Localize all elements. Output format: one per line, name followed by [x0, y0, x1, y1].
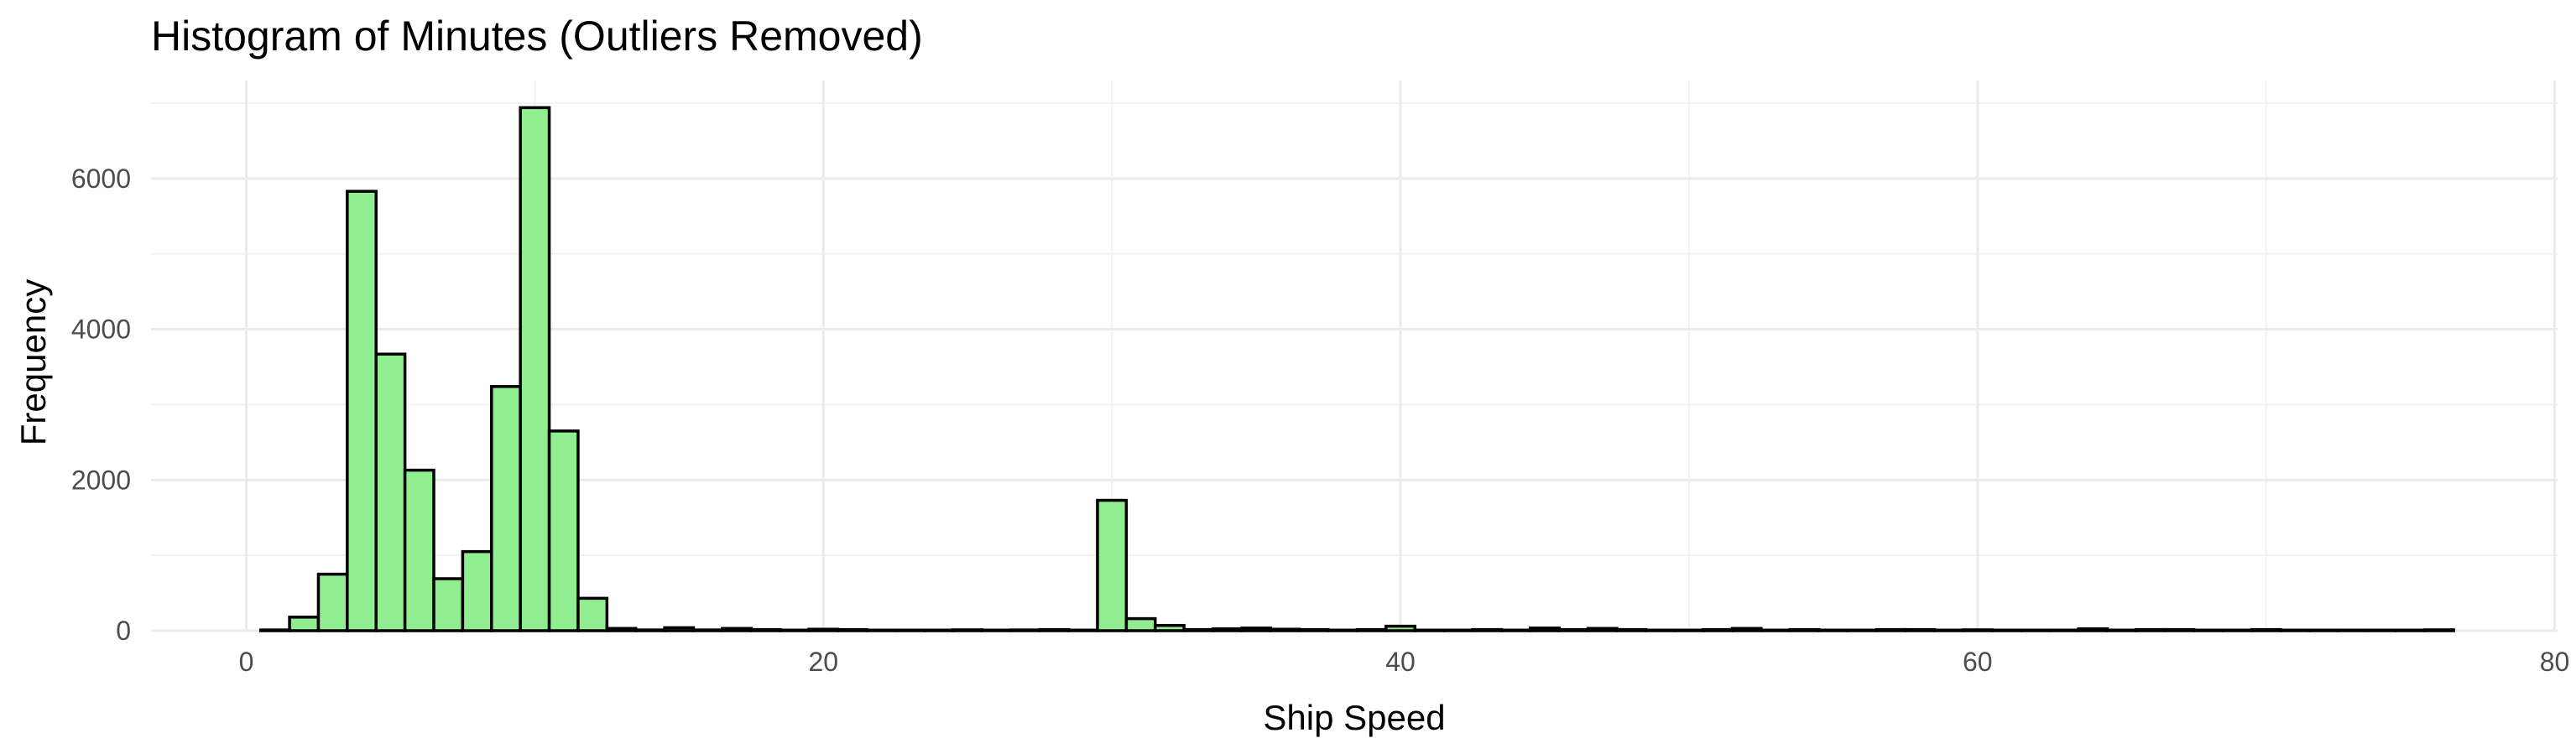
histogram-bar	[1644, 628, 1676, 632]
histogram-bar	[2105, 628, 2138, 632]
histogram-bar	[2394, 628, 2427, 632]
histogram-bar	[374, 352, 407, 632]
x-tick-label: 80	[2540, 647, 2570, 677]
histogram-bar	[2019, 628, 2052, 632]
histogram-bar	[403, 468, 435, 632]
histogram-bar	[1529, 627, 1561, 632]
histogram-bar	[461, 549, 493, 632]
histogram-bar	[576, 596, 609, 632]
histogram-bar	[1672, 628, 1705, 632]
histogram-bar	[1124, 616, 1157, 632]
histogram-bar	[2192, 628, 2224, 632]
histogram-bar	[1586, 627, 1619, 632]
histogram-bar	[1096, 498, 1129, 632]
histogram-bar	[865, 628, 897, 632]
histogram-bar	[952, 628, 984, 632]
histogram-bar	[2336, 628, 2369, 632]
y-axis-title: Frequency	[13, 279, 53, 445]
histogram-bar	[432, 577, 465, 632]
x-tick-label: 40	[1385, 647, 1416, 677]
histogram-bar	[316, 572, 349, 632]
y-tick-label: 0	[116, 616, 131, 646]
histogram-bar	[2048, 628, 2080, 632]
histogram-bar	[663, 626, 696, 632]
histogram-bar	[1211, 627, 1244, 632]
histogram-bar	[1297, 627, 1330, 632]
histogram-bar	[1355, 627, 1388, 632]
histogram-bar	[1182, 627, 1215, 632]
histogram-bar	[2365, 628, 2398, 632]
histogram-bar	[894, 628, 926, 632]
histogram-bar	[1875, 627, 1907, 632]
histogram-bar	[1904, 627, 1936, 632]
histogram-bar	[288, 616, 321, 632]
chart-title: Histogram of Minutes (Outliers Removed)	[151, 13, 923, 60]
histogram-bar	[1153, 623, 1186, 632]
histogram-bar	[1499, 628, 1532, 632]
histogram-bar	[2279, 628, 2312, 632]
histogram-bar	[2077, 627, 2109, 632]
histogram-bar	[1384, 624, 1416, 632]
histogram-bar	[1009, 628, 1041, 632]
histogram-bar	[1846, 628, 1879, 632]
tick-labels: 0 20 40 60 80 0 2000 4000 6000	[71, 164, 2570, 677]
histogram-bar	[1990, 628, 2023, 632]
histogram-bar	[721, 627, 754, 632]
histogram-bar	[1442, 628, 1474, 632]
histogram-bar	[1471, 627, 1504, 632]
histogram-bar	[346, 190, 378, 632]
histogram-bar	[807, 627, 840, 632]
y-tick-label: 4000	[71, 315, 131, 345]
histogram-bar	[1240, 627, 1273, 632]
x-tick-label: 20	[808, 647, 838, 677]
histogram-bar	[1932, 628, 1965, 632]
histogram-bar	[1269, 627, 1301, 632]
histogram-bar	[258, 628, 291, 632]
histogram-bar	[1788, 627, 1821, 632]
histogram-bar	[1961, 628, 1994, 632]
histogram-bar	[836, 627, 868, 632]
histogram-bar	[1730, 627, 1763, 632]
histogram-bar	[2307, 628, 2340, 632]
histogram-bar	[1066, 628, 1099, 632]
histogram-bar	[922, 628, 955, 632]
histogram-bar	[490, 385, 522, 632]
histogram-bar	[605, 627, 638, 632]
histogram-bar	[519, 106, 551, 632]
histogram-bar	[634, 628, 666, 632]
histogram-bar	[1760, 628, 1792, 632]
y-tick-label: 6000	[71, 164, 131, 194]
histogram-bar	[2221, 628, 2254, 632]
histogram-bar	[1038, 627, 1071, 632]
histogram-bar	[2423, 628, 2455, 632]
histogram-bar	[1702, 627, 1734, 632]
histogram-bar	[1327, 628, 1359, 632]
histogram-bar	[1557, 627, 1590, 632]
histogram-bar	[2250, 627, 2282, 632]
histogram-bar	[1817, 628, 1849, 632]
histogram-bar	[547, 429, 580, 632]
x-axis-title: Ship Speed	[1263, 698, 1445, 737]
histogram-bar	[778, 628, 811, 632]
histogram-bar	[1413, 628, 1446, 632]
histogram-bar	[2135, 627, 2167, 632]
histogram-bar	[1615, 627, 1648, 632]
bars-layer	[258, 106, 2455, 632]
histogram-bar	[749, 627, 782, 632]
y-tick-label: 2000	[71, 465, 131, 495]
histogram-bar	[980, 628, 1013, 632]
x-tick-label: 0	[239, 647, 254, 677]
x-tick-label: 60	[1963, 647, 1993, 677]
histogram-bar	[691, 628, 724, 632]
histogram-bar	[2163, 627, 2196, 632]
